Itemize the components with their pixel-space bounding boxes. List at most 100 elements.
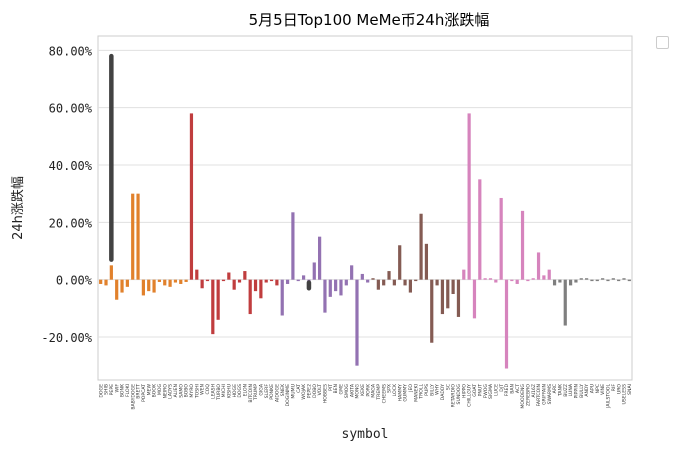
x-tick-label: TRUMP [253, 384, 259, 401]
x-tick-label: TREMP [376, 384, 382, 401]
bar [173, 279, 178, 283]
x-tick-label: AKITA [349, 383, 355, 397]
bar [280, 279, 284, 316]
x-tick-label: SWARMS [547, 384, 553, 405]
bar [205, 279, 210, 282]
x-tick-label: ARC [552, 384, 558, 393]
bar [163, 279, 167, 286]
bar [200, 279, 204, 289]
bar [269, 279, 274, 282]
x-tick-label: PEPE2 [307, 384, 313, 398]
x-tick-label: FRED [504, 384, 510, 397]
bar [275, 279, 279, 286]
bars [99, 113, 631, 369]
bar [120, 279, 124, 293]
x-tick-label: MAGA [371, 383, 377, 398]
bar [312, 262, 316, 280]
chart-title: 5月5日Top100 MeMe币24h涨跌幅 [249, 11, 490, 29]
bar [536, 252, 541, 280]
bar [232, 279, 236, 290]
bar [408, 279, 412, 293]
x-tick-label: DOBO [312, 384, 318, 398]
x-tick-label: TURBO [216, 384, 222, 401]
y-tick-label: 40.00% [49, 159, 93, 173]
x-tick-label: BABYDOGE [130, 384, 136, 410]
bar [440, 279, 445, 315]
x-tick-label: HIPPO [461, 384, 467, 398]
x-tick-label: VOLT [317, 384, 323, 396]
x-tick-label: FWOG [483, 384, 489, 399]
x-tick-label: TOSHI [194, 384, 200, 399]
x-tick-label: JAILSTOOL [606, 384, 612, 409]
x-tick-label: SUNDOG [456, 384, 462, 405]
y-tick-label: 20.00% [49, 216, 93, 230]
x-tick-label: ALIEN [173, 384, 179, 397]
x-tick-label: USELESS [622, 384, 628, 405]
bar [291, 212, 295, 280]
x-tick-label: GOAT [472, 384, 478, 397]
bar [211, 279, 215, 335]
x-tick-label: WEN [200, 384, 206, 395]
bar [376, 279, 380, 290]
bar [398, 245, 402, 280]
x-tick-label: SHIB [104, 384, 110, 395]
bar [478, 179, 482, 280]
x-tick-label: VINE [600, 384, 606, 395]
bar [499, 197, 503, 280]
x-tick-label: PIPPIN [574, 384, 580, 398]
bar [585, 278, 589, 280]
bar [285, 279, 290, 284]
bar [301, 275, 306, 280]
x-tick-label: SC [445, 384, 451, 390]
bar [237, 279, 242, 283]
x-tick-label: SPX [387, 384, 393, 393]
x-tick-label: KISHU [226, 384, 232, 398]
x-tick-label: BAN [509, 384, 515, 394]
x-tick-label: DADDY [440, 384, 446, 400]
x-tick-label: BOOK [152, 383, 158, 397]
bar [520, 210, 525, 280]
bar [99, 279, 103, 284]
x-tick-label: CHEEMS [381, 384, 387, 403]
bar [152, 279, 156, 293]
x-tick-label: BITCOIN [248, 384, 254, 403]
bar [168, 279, 172, 287]
bar [382, 279, 386, 286]
x-tick-label: BEN [333, 384, 339, 394]
bar [104, 279, 108, 286]
bar [483, 278, 487, 280]
x-tick-label: DOGS [237, 384, 243, 398]
x-tick-label: BRETT [136, 384, 142, 399]
x-tick-label: PIT [328, 384, 334, 391]
x-tick-label: MOODENG [520, 384, 526, 409]
x-tick-label: CHILLGUY [467, 384, 473, 407]
bar [296, 279, 300, 282]
x-tick-label: LADYS [168, 384, 174, 399]
plot-area [97, 35, 633, 381]
bar [494, 279, 498, 283]
bar [542, 275, 546, 280]
y-tick-label: 0.00% [56, 274, 93, 288]
bar [125, 279, 129, 287]
bar [547, 269, 551, 280]
bar [259, 279, 263, 299]
x-tick-label: BILLY [429, 384, 435, 396]
x-tick-label: CAT [296, 384, 302, 393]
x-tick-label: MEW [146, 384, 152, 396]
bar [334, 279, 338, 292]
bar [558, 279, 562, 283]
x-tick-label: MOG [157, 384, 163, 396]
x-tick-label: MICHI [221, 384, 227, 397]
x-tick-label: ZEREBRO [525, 384, 531, 406]
bar [221, 279, 226, 282]
x-tick-label: LEASH [210, 384, 216, 399]
bar [531, 278, 535, 280]
x-tick-label: RETARDIO [451, 384, 457, 408]
x-tick-label: APU [590, 384, 596, 393]
x-tick-label: WOJAK [301, 383, 307, 400]
bar [344, 279, 348, 286]
x-tick-label: URO [616, 384, 622, 395]
bar [462, 269, 466, 280]
bar [371, 278, 375, 280]
